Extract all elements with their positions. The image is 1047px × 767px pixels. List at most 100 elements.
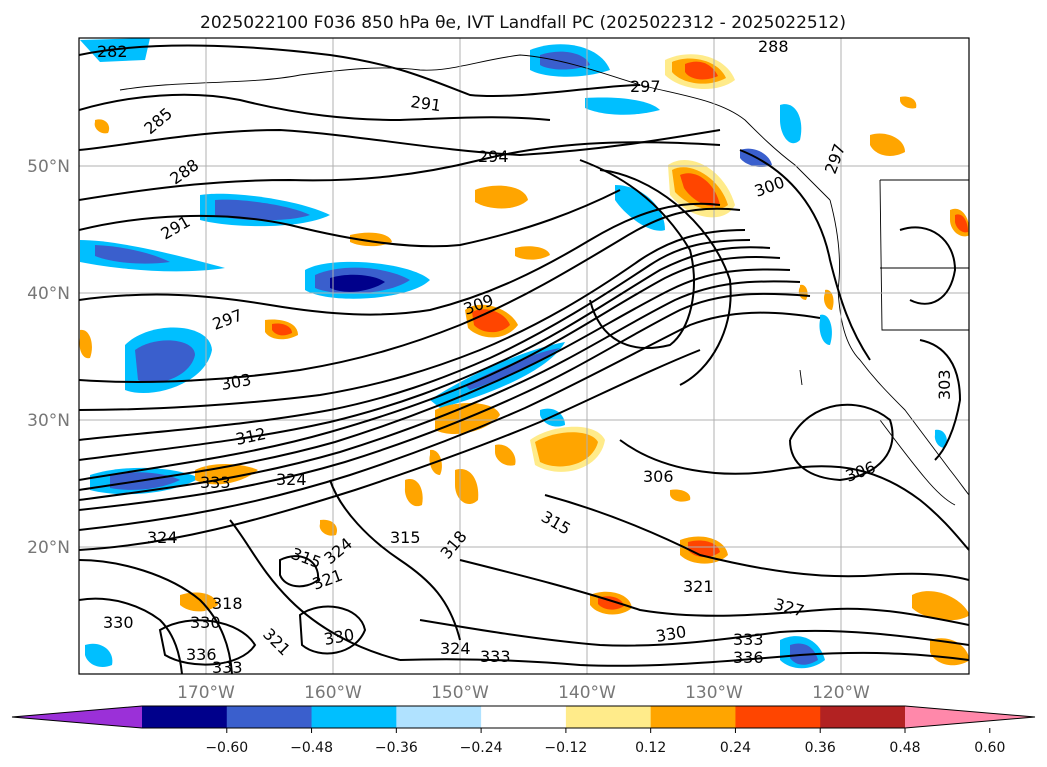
lat-label: 50°N <box>27 157 70 177</box>
colorbar-tick-label: 0.60 <box>974 740 1005 756</box>
contour-label: 333 <box>480 647 511 666</box>
contour-line <box>79 128 721 157</box>
colorbar-tick-label: −0.48 <box>290 740 333 756</box>
map-title: 2025022100 F036 850 hPa θe, IVT Landfall… <box>200 13 846 33</box>
contour-line <box>79 141 721 201</box>
contour-label: 324 <box>440 639 471 658</box>
colorbar-segment <box>226 706 313 728</box>
shade-blob <box>540 51 590 70</box>
contour-line <box>79 93 551 122</box>
shade-blob <box>330 274 385 292</box>
shade-blob <box>95 245 170 264</box>
colorbar-extend-low <box>12 706 142 728</box>
contour-line <box>919 339 962 461</box>
contour-label: 321 <box>683 577 714 596</box>
colorbar-tick-label: −0.24 <box>460 740 503 756</box>
colorbar: −0.60 −0.48 −0.36 −0.24 −0.12 0.12 0.24 0.36 0.4… <box>11 705 1036 756</box>
theta-e-contours <box>79 44 969 674</box>
shade-blob <box>455 469 479 505</box>
contour-line <box>79 239 751 441</box>
shade-blob <box>912 591 969 621</box>
contour-line <box>544 494 969 581</box>
colorbar-segment <box>481 706 567 728</box>
contour-label: 333 <box>733 630 764 649</box>
contour-line <box>79 229 746 411</box>
shade-blob <box>934 429 947 448</box>
shade-blob <box>465 348 560 390</box>
contour-line <box>79 256 781 481</box>
colorbar-segment <box>142 706 228 728</box>
shade-blob <box>272 323 292 336</box>
contour-label: 318 <box>212 594 243 613</box>
shade-blob <box>135 340 195 383</box>
contour-line <box>79 44 641 98</box>
contour-line <box>789 403 894 482</box>
shade-blob <box>955 214 968 233</box>
lon-label: 120°W <box>812 683 870 703</box>
map-panel: 282 285 288 288 291 291 294 297 297 297 … <box>78 37 970 677</box>
shade-blob <box>180 592 218 612</box>
colorbar-tick-label: 0.36 <box>805 740 836 756</box>
contour-line <box>79 597 183 674</box>
contour-label: 303 <box>935 369 954 400</box>
contour-line <box>79 311 821 531</box>
contour-label: 288 <box>758 37 789 56</box>
contour-line <box>579 159 695 349</box>
lon-label: 170°W <box>177 683 235 703</box>
contour-line <box>619 439 969 551</box>
shade-blob <box>85 643 113 667</box>
lon-label: 140°W <box>558 683 616 703</box>
contour-line <box>229 519 401 661</box>
contour-label: 333 <box>200 473 231 492</box>
contour-line <box>79 292 811 511</box>
contour-line <box>599 169 732 386</box>
shade-blob <box>615 185 665 231</box>
shade-blob <box>585 97 660 115</box>
shade-blob <box>495 444 516 466</box>
contour-line <box>739 149 871 361</box>
contour-label: 324 <box>147 528 178 547</box>
contour-label: 297 <box>630 77 661 96</box>
colorbar-tick-label: 0.24 <box>720 740 751 756</box>
contour-line <box>79 559 233 674</box>
contour-line <box>298 605 367 655</box>
latitude-labels: 50°N 40°N 30°N 20°N <box>27 157 70 558</box>
lat-label: 30°N <box>27 411 70 431</box>
longitude-labels: 170°W 160°W 150°W 140°W 130°W 120°W <box>177 683 870 703</box>
shade-blob <box>780 104 802 144</box>
colorbar-segment <box>735 706 821 728</box>
shade-blob <box>680 173 720 207</box>
colorbar-tick-label: −0.12 <box>544 740 587 756</box>
contour-label: 336 <box>186 645 217 664</box>
contour-line <box>459 559 969 626</box>
lon-label: 130°W <box>685 683 743 703</box>
shade-blob <box>819 314 832 345</box>
shade-blob <box>515 246 550 260</box>
lat-label: 40°N <box>27 284 70 304</box>
contour-label: 333 <box>212 658 243 677</box>
shade-blob <box>215 199 310 221</box>
contour-line <box>79 189 621 248</box>
lon-label: 150°W <box>431 683 489 703</box>
colorbar-tick-label: 0.12 <box>635 740 666 756</box>
contour-line <box>79 202 721 316</box>
contour-line <box>899 226 957 305</box>
lat-label: 20°N <box>27 538 70 558</box>
shade-blob <box>685 61 718 80</box>
lon-label: 160°W <box>304 683 362 703</box>
map-frame <box>78 37 970 675</box>
colorbar-tick-label: −0.60 <box>205 740 248 756</box>
contour-line <box>79 246 771 461</box>
shade-blob <box>79 329 92 359</box>
shade-blob <box>404 479 423 507</box>
colorbar-tick-label: 0.48 <box>889 740 920 756</box>
contour-label: 282 <box>97 42 128 61</box>
shade-blob <box>870 133 905 156</box>
contour-line <box>79 349 701 551</box>
shade-blob <box>823 289 834 310</box>
shade-blob <box>670 489 691 502</box>
contour-line <box>79 207 741 383</box>
colorbar-tick-label: −0.36 <box>375 740 418 756</box>
contour-label: 294 <box>478 147 509 166</box>
contour-line <box>79 268 791 491</box>
